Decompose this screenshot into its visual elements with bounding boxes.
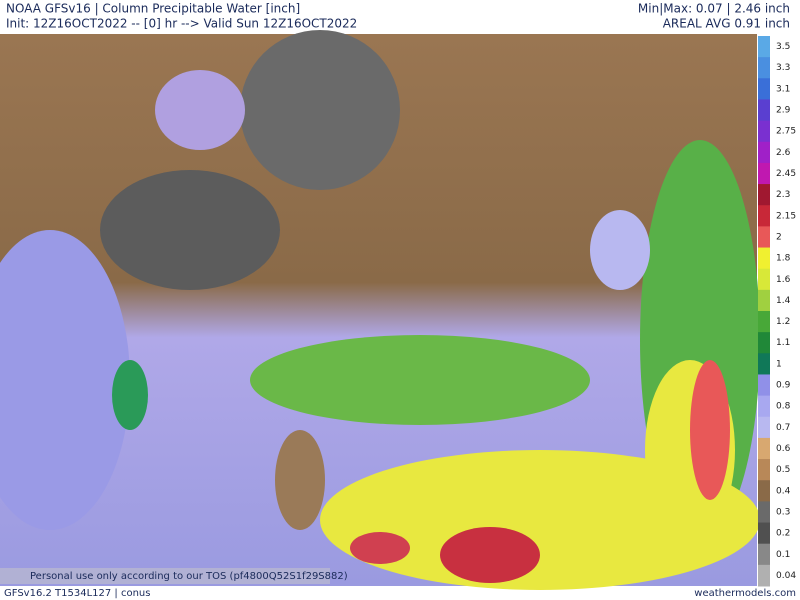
colorbar-swatch bbox=[758, 564, 770, 587]
dry-area bbox=[240, 30, 400, 190]
colorbar-swatch bbox=[758, 205, 770, 227]
moist-area bbox=[590, 210, 650, 290]
colorbar-label: 1.1 bbox=[776, 338, 790, 348]
colorbar-label: 2.6 bbox=[776, 148, 791, 158]
map: Personal use only according to our TOS (… bbox=[0, 30, 760, 590]
colorbar-label: 2.45 bbox=[776, 169, 796, 179]
colorbar-label: 0.8 bbox=[776, 402, 791, 412]
colorbar-swatch bbox=[758, 120, 770, 143]
colorbar-swatch bbox=[758, 459, 770, 481]
colorbar-label: 2 bbox=[776, 232, 782, 242]
very-moist-area bbox=[440, 527, 540, 583]
very-moist-area bbox=[350, 532, 410, 564]
colorbar-swatch bbox=[758, 247, 770, 270]
colorbar-label: 0.2 bbox=[776, 529, 790, 539]
colorbar-label: 0.4 bbox=[776, 486, 791, 496]
tos-note: Personal use only according to our TOS (… bbox=[30, 571, 348, 582]
colorbar-swatch bbox=[758, 226, 770, 249]
colorbar-label: 3.1 bbox=[776, 84, 790, 94]
colorbar-label: 1.6 bbox=[776, 275, 791, 285]
init-time: Init: 12Z16OCT2022 -- [0] hr --> Valid S… bbox=[6, 17, 357, 31]
very-moist-area bbox=[690, 360, 730, 500]
colorbar-swatch bbox=[758, 57, 770, 79]
min-max: Min|Max: 0.07 | 2.46 inch bbox=[638, 2, 790, 16]
colorbar-label: 3.3 bbox=[776, 63, 790, 73]
moist-area bbox=[250, 335, 590, 425]
colorbar-label: 0.6 bbox=[776, 444, 791, 454]
moist-area bbox=[155, 70, 245, 150]
colorbar-label: 0.5 bbox=[776, 465, 790, 475]
dry-area bbox=[275, 430, 325, 530]
colorbar-swatch bbox=[758, 36, 770, 58]
colorbar-swatch bbox=[758, 162, 770, 185]
colorbar-swatch bbox=[758, 501, 770, 524]
colorbar-swatch bbox=[758, 268, 770, 291]
colorbar-label: 1.8 bbox=[776, 254, 791, 264]
moist-area bbox=[0, 230, 130, 530]
colorbar-swatch bbox=[758, 395, 770, 418]
colorbar-swatch bbox=[758, 353, 770, 375]
model-info: GFSv16.2 T1534L127 | conus bbox=[4, 588, 150, 599]
colorbar-swatch bbox=[758, 289, 770, 312]
colorbar-swatch bbox=[758, 480, 770, 502]
colorbar: 3.5 3.3 3.1 2.9 2.75 2.6 2.45 2.3 2.15 2 1.8 1.6 1.4… bbox=[758, 36, 796, 587]
areal-average: AREAL AVG 0.91 inch bbox=[663, 17, 790, 31]
tos-box bbox=[0, 568, 330, 584]
colorbar-swatch bbox=[758, 416, 770, 439]
colorbar-label: 2.9 bbox=[776, 106, 791, 116]
colorbar-label: 0.9 bbox=[776, 381, 791, 391]
dry-area bbox=[100, 170, 280, 290]
colorbar-label: 3.5 bbox=[776, 42, 790, 52]
colorbar-label: 0.7 bbox=[776, 423, 790, 433]
colorbar-label: 0.1 bbox=[776, 550, 790, 560]
colorbar-label: 0.3 bbox=[776, 507, 790, 517]
colorbar-swatch bbox=[758, 311, 770, 333]
colorbar-swatch bbox=[758, 141, 770, 164]
colorbar-swatch bbox=[758, 522, 770, 545]
colorbar-label: 2.15 bbox=[776, 211, 796, 221]
colorbar-swatch bbox=[758, 332, 770, 354]
colorbar-swatch bbox=[758, 184, 770, 206]
colorbar-label: 1.4 bbox=[776, 296, 791, 306]
colorbar-label: 1.2 bbox=[776, 317, 790, 327]
colorbar-swatch bbox=[758, 374, 770, 397]
colorbar-label: 1 bbox=[776, 359, 782, 369]
moist-area bbox=[112, 360, 148, 430]
title: NOAA GFSv16 | Column Precipitable Water … bbox=[6, 2, 300, 16]
colorbar-label: 2.75 bbox=[776, 127, 796, 137]
colorbar-swatch bbox=[758, 78, 770, 100]
site-link[interactable]: weathermodels.com bbox=[694, 588, 796, 599]
colorbar-label: 0.04 bbox=[776, 571, 796, 581]
colorbar-label: 2.3 bbox=[776, 190, 790, 200]
colorbar-swatch bbox=[758, 437, 770, 460]
colorbar-swatch bbox=[758, 99, 770, 122]
colorbar-swatch bbox=[758, 543, 770, 566]
